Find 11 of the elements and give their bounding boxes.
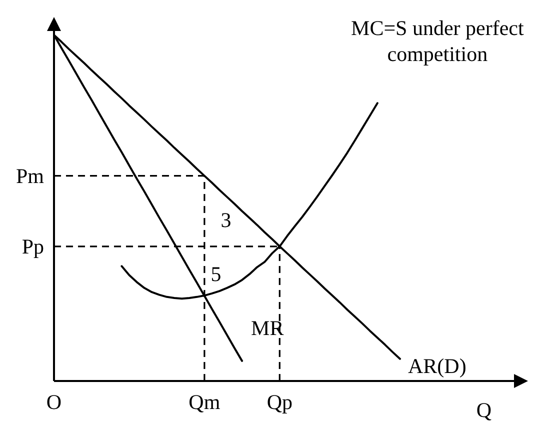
x-axis-title: Q <box>476 398 492 422</box>
text: MC=S under perfect competition <box>351 16 524 66</box>
ref-line-label: Pp <box>22 234 44 258</box>
series-label: AR(D) <box>408 354 466 378</box>
ref-line-label: Pm <box>16 164 44 188</box>
x-tick-label: Qm <box>188 390 220 414</box>
x-tick-label: Qp <box>266 390 292 414</box>
annotation: 5 <box>210 262 222 286</box>
series-label: MR <box>251 316 284 340</box>
annotation: 3 <box>220 208 232 232</box>
x-tick-label: O <box>46 390 62 414</box>
